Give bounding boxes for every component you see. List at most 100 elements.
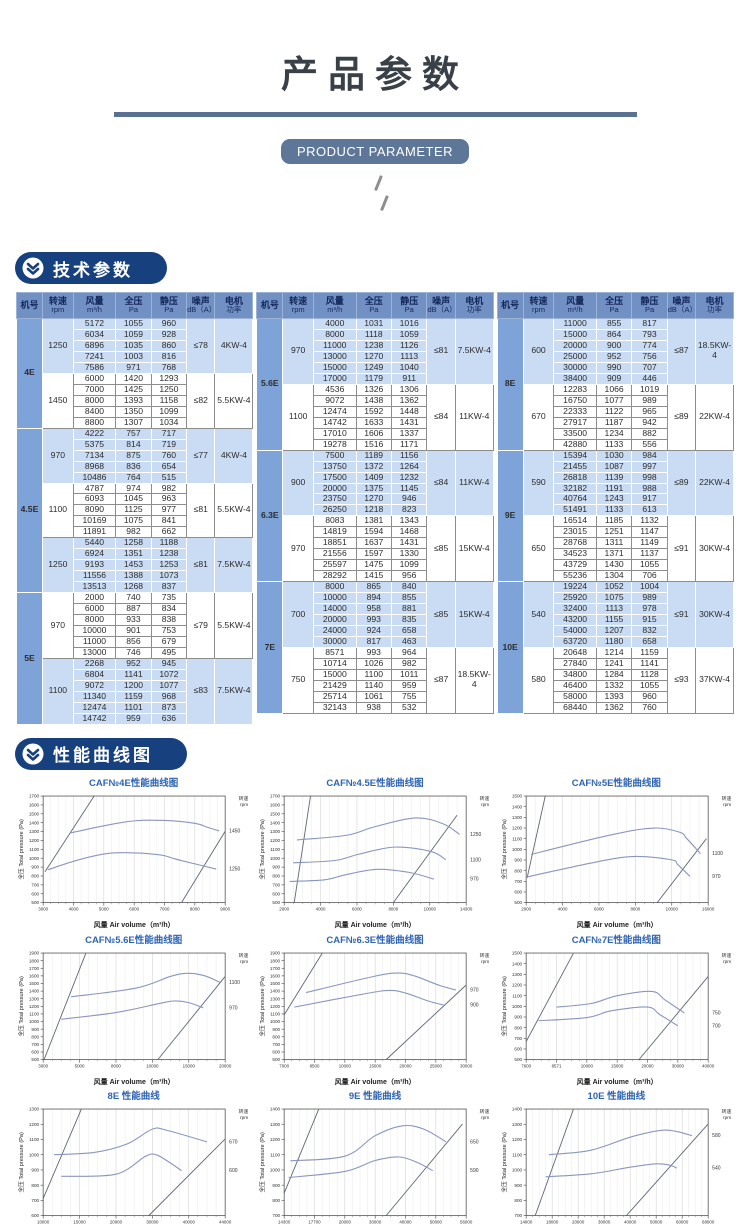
value-cell: 1251 [595, 526, 633, 539]
value-cell: 8000 [313, 328, 357, 341]
value-cell: 971 [115, 361, 152, 374]
value-cell: 18851 [313, 537, 357, 550]
svg-text:30000: 30000 [146, 1220, 159, 1225]
value-cell: 20000 [313, 482, 357, 495]
performance-curve [288, 1156, 434, 1179]
table-row: 6896 1035 860 [17, 339, 253, 352]
performance-chart: 10E 性能曲线 700 800 900 1000 1100 1200 1300 1400 140… [499, 1090, 734, 1230]
power-cell: 30KW-4 [695, 515, 734, 583]
value-cell: 1139 [595, 471, 633, 484]
svg-text:800: 800 [514, 1198, 522, 1203]
power-cell: 7.5KW-4 [214, 658, 254, 725]
column-header: 噪声 dB（A） [666, 292, 697, 319]
svg-text:14300: 14300 [278, 1220, 291, 1225]
gridlines [532, 1109, 702, 1216]
value-cell: 17000 [313, 372, 357, 385]
svg-text:50000: 50000 [650, 1220, 663, 1225]
value-cell: 1304 [595, 570, 633, 583]
spec-tables: 机号 转速 rpm 风量 m³/h 全压 Pa 静压 Pa 噪声 dB（A） 电机 功率 4E 1250 51… [0, 284, 750, 725]
noise-cell: ≤81 [186, 537, 216, 594]
svg-text:700: 700 [31, 1198, 39, 1203]
resistance-line [525, 952, 574, 1042]
value-cell: 887 [115, 603, 152, 616]
value-cell: 1059 [390, 328, 428, 341]
rpm-label: 600 [229, 1169, 238, 1175]
resistance-line [526, 795, 546, 878]
svg-text:900: 900 [514, 1014, 522, 1019]
svg-text:1100: 1100 [29, 847, 39, 852]
chart-canvas: 600 700 800 900 1000 1100 1200 1300 10000 15000 20… [17, 1107, 248, 1225]
power-cell: 22KW-4 [695, 383, 734, 451]
noise-cell: ≤79 [186, 592, 216, 659]
value-cell: 978 [631, 603, 668, 616]
svg-text:6000: 6000 [594, 906, 604, 911]
table-row: 23015 1251 1147 [497, 526, 733, 539]
value-cell: 909 [595, 372, 633, 385]
value-cell: 960 [150, 317, 188, 330]
gridlines [534, 795, 699, 903]
resistance-line [284, 1109, 320, 1194]
power-cell: 5.5KW-4 [214, 592, 254, 659]
svg-text:700: 700 [514, 879, 522, 884]
value-cell: 719 [150, 438, 188, 451]
svg-text:600: 600 [514, 1046, 522, 1051]
value-cell: 875 [115, 449, 152, 462]
x-axis-label: 风量 Air volume（m³/h） [335, 1076, 416, 1085]
value-cell: 1066 [595, 383, 633, 396]
value-cell: 1100 [355, 668, 393, 681]
value-cell: 959 [115, 712, 152, 725]
chart-title: CAF№6.3E性能曲线图 [326, 934, 424, 946]
table-row: 25714 1061 755 [257, 690, 493, 703]
svg-text:68000: 68000 [702, 1220, 715, 1225]
value-cell: 1159 [631, 647, 668, 659]
svg-text:1200: 1200 [270, 1137, 281, 1142]
table-row: 15000 1100 1011 [257, 668, 493, 681]
svg-text:800: 800 [31, 873, 39, 878]
svg-text:600: 600 [514, 889, 522, 894]
svg-text:转速: 转速 [721, 952, 731, 959]
column-header: 风量 m³/h [313, 292, 357, 319]
value-cell: 856 [115, 636, 152, 649]
column-header: 机号 [256, 292, 284, 319]
performance-curve [297, 817, 461, 841]
model-cell: 5E [16, 592, 43, 725]
value-cell: 974 [115, 482, 152, 495]
value-cell: 15000 [313, 361, 357, 374]
rpm-cell: 1250 [41, 317, 74, 374]
value-cell: 959 [390, 679, 428, 692]
rpm-label: 1450 [229, 828, 240, 834]
x-axis-ticks: 3000 5000 8000 10000 15000 20000 [38, 1059, 232, 1068]
value-cell: 532 [390, 701, 428, 714]
gridlines [291, 952, 460, 1060]
value-cell: 1214 [595, 647, 633, 659]
value-cell: 735 [150, 592, 188, 605]
table-row: 12474 1592 1448 [257, 405, 493, 418]
value-cell: 7500 [313, 449, 357, 462]
value-cell: 28292 [313, 570, 357, 583]
svg-text:1100: 1100 [512, 1153, 522, 1158]
svg-text:15000: 15000 [73, 1220, 86, 1225]
svg-text:转速: 转速 [721, 795, 731, 802]
svg-text:rpm: rpm [481, 802, 489, 808]
value-cell: 8083 [313, 515, 357, 528]
value-cell: 1073 [150, 570, 188, 583]
value-cell: 756 [631, 350, 668, 363]
value-cell: 21455 [553, 460, 597, 473]
value-cell: 10000 [313, 592, 357, 605]
noise-cell: ≤81 [186, 482, 216, 539]
chart-title: 9E 性能曲线 [348, 1091, 402, 1103]
performance-curve [290, 1125, 447, 1162]
rpm-label: 540 [712, 1166, 721, 1172]
rpm-cell: 1450 [41, 372, 74, 429]
y-axis-ticks: 500 600 700 800 900 1000 1100 1200 1300 1400 1500 1… [270, 950, 285, 1062]
svg-text:1800: 1800 [29, 958, 40, 963]
table-row: 24000 924 658 [257, 625, 493, 638]
svg-text:20000: 20000 [400, 1063, 413, 1068]
svg-text:6000: 6000 [129, 906, 139, 911]
value-cell: 706 [631, 570, 668, 583]
svg-text:900: 900 [31, 865, 39, 870]
spec-table: 机号 转速 rpm 风量 m³/h 全压 Pa 静压 Pa 噪声 dB（A） 电机 功率 4E 1250 51… [16, 292, 254, 725]
value-cell: 1448 [390, 405, 428, 418]
value-cell: 6924 [72, 548, 117, 561]
svg-text:1300: 1300 [512, 815, 523, 820]
